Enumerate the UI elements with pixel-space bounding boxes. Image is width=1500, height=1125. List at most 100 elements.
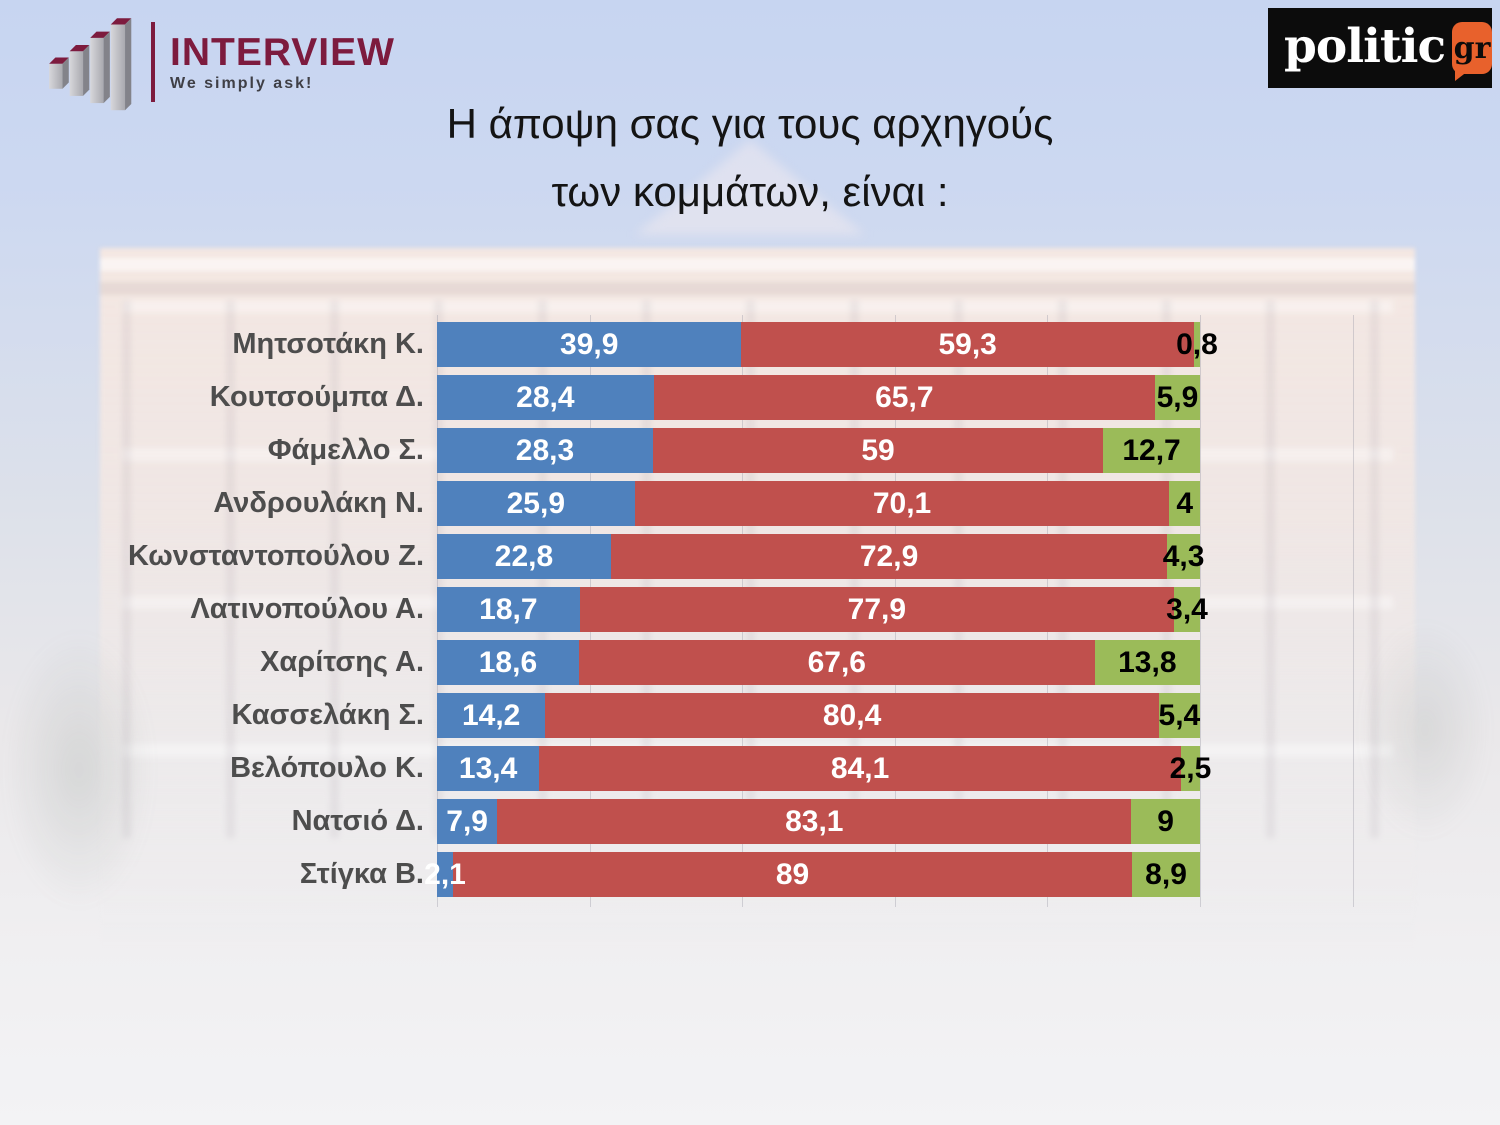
- bar-segment-negative: 83,1: [497, 799, 1132, 844]
- interview-wordmark: INTERVIEW: [170, 30, 395, 74]
- bar-value: 4,3: [1162, 539, 1205, 573]
- chart-row: Μητσοτάκη Κ. 39,9 59,3 0,8: [0, 322, 1500, 367]
- building-cornice: [100, 258, 1415, 271]
- bar-value: 2,1: [424, 857, 466, 891]
- bar-group: 18,7 77,9 3,4: [437, 587, 1208, 632]
- politic-gr-badge: gr: [1452, 22, 1492, 81]
- bar-segment-positive: 22,8: [437, 534, 611, 579]
- bar-segment-negative: 72,9: [610, 534, 1168, 579]
- gridline: [1200, 315, 1201, 907]
- slide-title-line2: των κομμάτων, είναι :: [551, 168, 949, 215]
- bar-value: 0,8: [1176, 327, 1218, 361]
- chart-row: Λατινοπούλου Α. 18,7 77,9 3,4: [0, 587, 1500, 632]
- bar-value: 28,4: [516, 380, 575, 414]
- background-trees-left: [4, 630, 154, 910]
- bar-value: 7,9: [446, 804, 488, 838]
- chart-row: Κωνσταντοπούλου Ζ. 22,8 72,9 4,3: [0, 534, 1500, 579]
- bar-segment-positive: 28,3: [437, 428, 653, 473]
- chart-row: Κασσελάκη Σ. 14,2 80,4 5,4: [0, 693, 1500, 738]
- bar-segment-negative: 89: [453, 852, 1133, 897]
- bar-value: 3,4: [1166, 592, 1208, 626]
- category-label: Κουτσούμπα Δ.: [209, 381, 424, 413]
- category-label: Φάμελλο Σ.: [267, 434, 424, 466]
- bar-group: 7,9 83,1 9: [437, 799, 1200, 844]
- bar-segment-positive: 18,6: [437, 640, 579, 685]
- bar-group: 2,1 89 8,9: [424, 852, 1200, 897]
- bar-value: 59: [861, 433, 895, 467]
- stacked-bar-chart: Μητσοτάκη Κ. 39,9 59,3 0,8 Κουτσούμπα Δ. 28,4…: [0, 315, 1500, 975]
- bar-group: 39,9 59,3 0,8: [437, 322, 1218, 367]
- background-pediment: [635, 140, 865, 235]
- bar-value: 70,1: [872, 486, 932, 520]
- bar-segment-negative: 70,1: [634, 481, 1170, 526]
- bar-value: 67,6: [807, 645, 866, 679]
- bar-value: 89: [775, 857, 810, 891]
- category-label: Στίγκα Β.: [299, 858, 424, 890]
- bar-group: 28,4 65,7 5,9: [437, 375, 1200, 420]
- bar-group: 25,9 70,1 4: [437, 481, 1200, 526]
- bar-value: 72,9: [859, 539, 919, 573]
- bar-segment-negative: 65,7: [653, 375, 1155, 420]
- bar-value: 28,3: [515, 433, 575, 467]
- bar-value: 18,6: [478, 645, 538, 679]
- bar-segment-dk-da: 2,5: [1170, 746, 1211, 791]
- bar-segment-negative: 84,1: [539, 746, 1181, 791]
- slide-title-line1: Η άποψη σας για τους αρχηγούς: [446, 100, 1054, 147]
- bar-chart-3d-icon: [45, 12, 139, 112]
- bar-segment-negative: 67,6: [578, 640, 1095, 685]
- bar-segment-dk-da: 0,8: [1176, 322, 1218, 367]
- bar-value: 12,7: [1122, 433, 1181, 467]
- bar-value: 80,4: [822, 698, 882, 732]
- chart-row: Χαρίτσης Α. 18,6 67,6 13,8: [0, 640, 1500, 685]
- chart-row: Ανδρουλάκη Ν. 25,9 70,1 4: [0, 481, 1500, 526]
- category-label: Ανδρουλάκη Ν.: [213, 487, 424, 519]
- bar-value: 83,1: [785, 804, 844, 838]
- bar-value: 2,5: [1169, 751, 1212, 785]
- interview-tagline: We simply ask!: [170, 74, 314, 92]
- bar-value: 4: [1176, 486, 1194, 520]
- bar-segment-negative: 80,4: [545, 693, 1159, 738]
- bar-value: 77,9: [847, 592, 907, 626]
- gridline: [1353, 315, 1354, 907]
- bar-segment-dk-da: 3,4: [1166, 587, 1208, 632]
- bar-segment-positive: 7,9: [437, 799, 498, 844]
- bar-value: 59,3: [938, 327, 997, 361]
- bar-group: 13,4 84,1 2,5: [437, 746, 1211, 791]
- slide-title: Η άποψη σας για τους αρχηγούς των κομμάτ…: [0, 90, 1500, 226]
- bar-value: 13,4: [458, 751, 518, 785]
- chart-row: Βελόπουλο Κ. 13,4 84,1 2,5: [0, 746, 1500, 791]
- bar-value: 39,9: [560, 327, 619, 361]
- bar-segment-positive: 25,9: [437, 481, 635, 526]
- bar-segment-negative: 77,9: [579, 587, 1175, 632]
- category-label: Νατσιό Δ.: [291, 805, 424, 837]
- bar-value: 65,7: [875, 380, 934, 414]
- chart-rows: Μητσοτάκη Κ. 39,9 59,3 0,8 Κουτσούμπα Δ. 28,4…: [0, 322, 1500, 905]
- category-label: Βελόπουλο Κ.: [230, 752, 424, 784]
- bar-segment-negative: 59: [652, 428, 1104, 473]
- bar-segment-positive: 18,7: [437, 587, 580, 632]
- bar-value: 13,8: [1118, 645, 1177, 679]
- bar-value: 9: [1157, 804, 1174, 838]
- chart-row: Στίγκα Β. 2,1 89 8,9: [0, 852, 1500, 897]
- category-label: Κωνσταντοπούλου Ζ.: [127, 540, 424, 572]
- bar-segment-dk-da: 9: [1131, 799, 1200, 844]
- bar-segment-positive: 2,1: [424, 852, 466, 897]
- bar-value: 22,8: [494, 539, 554, 573]
- bar-segment-dk-da: 8,9: [1132, 852, 1200, 897]
- bar-value: 18,7: [479, 592, 538, 626]
- politic-logo: politic gr: [1268, 8, 1492, 88]
- chart-row: Φάμελλο Σ. 28,3 59 12,7: [0, 428, 1500, 473]
- bar-segment-dk-da: 5,9: [1154, 375, 1200, 420]
- bar-group: 14,2 80,4 5,4: [437, 693, 1200, 738]
- bar-segment-dk-da: 4,3: [1163, 534, 1204, 579]
- bar-group: 22,8 72,9 4,3: [437, 534, 1204, 579]
- category-label: Μητσοτάκη Κ.: [232, 328, 424, 360]
- logo-divider: [151, 22, 155, 102]
- category-label: Λατινοπούλου Α.: [190, 593, 424, 625]
- bar-value: 8,9: [1145, 857, 1187, 891]
- category-label: Χαρίτσης Α.: [260, 646, 424, 678]
- category-label: Κασσελάκη Σ.: [231, 699, 424, 731]
- bar-value: 84,1: [830, 751, 890, 785]
- chart-row: Κουτσούμπα Δ. 28,4 65,7 5,9: [0, 375, 1500, 420]
